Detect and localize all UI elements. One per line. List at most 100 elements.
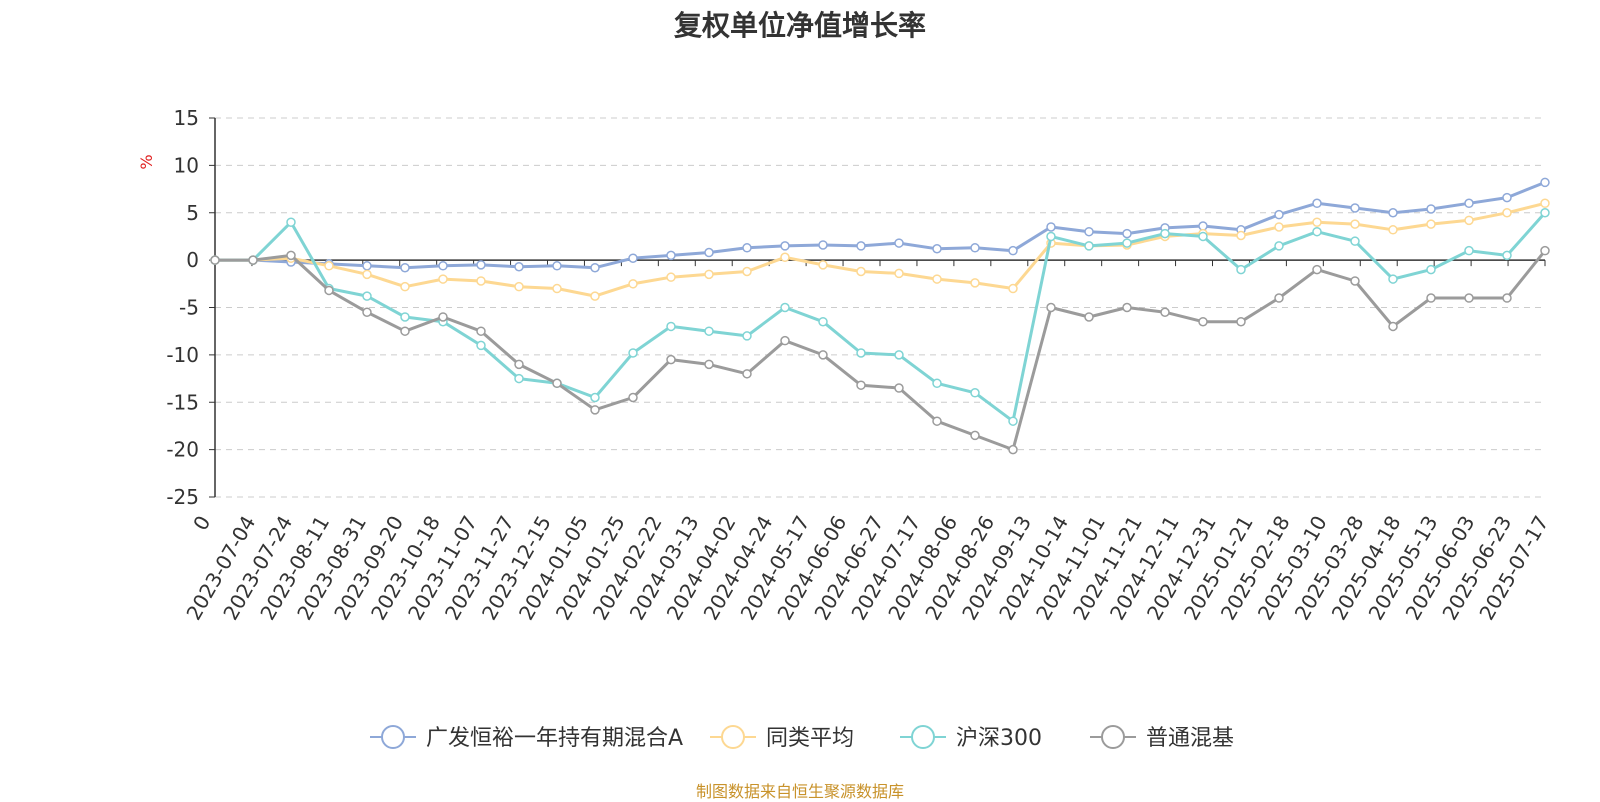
data-point (628, 392, 638, 403)
data-point (1236, 230, 1246, 241)
data-point (1084, 226, 1094, 237)
data-point (1084, 312, 1094, 322)
data-point (780, 335, 790, 346)
data-point (780, 241, 790, 251)
data-point (1008, 416, 1018, 426)
data-point (552, 378, 562, 389)
data-point (1540, 208, 1550, 218)
data-point (324, 285, 334, 296)
data-point (856, 348, 866, 358)
legend-item-3: 普通混基 (1090, 725, 1234, 751)
data-point (1198, 221, 1208, 231)
data-point (742, 266, 752, 277)
data-point (1426, 293, 1436, 303)
data-point (1464, 198, 1474, 209)
data-point (894, 383, 904, 393)
data-point (818, 316, 828, 327)
data-point (552, 283, 562, 294)
data-point (1426, 204, 1436, 214)
legend-swatch-marker (381, 725, 405, 749)
data-point (590, 405, 600, 415)
data-point (780, 252, 790, 263)
data-point (1274, 222, 1284, 232)
data-point (590, 392, 600, 403)
data-point (1350, 276, 1360, 286)
data-point (476, 260, 486, 270)
y-tick-label: 15 (174, 106, 199, 130)
data-point (324, 261, 334, 271)
data-point (400, 281, 410, 292)
data-point (1502, 192, 1512, 203)
data-point (932, 416, 942, 426)
data-point (1388, 225, 1398, 235)
data-point (666, 250, 676, 261)
data-point (1426, 264, 1436, 275)
data-point (818, 240, 828, 250)
data-point (856, 380, 866, 390)
data-point (590, 262, 600, 273)
series-line (215, 201, 1546, 298)
data-point (1122, 228, 1132, 239)
data-point (400, 326, 410, 336)
data-point (1388, 274, 1398, 284)
data-point (1160, 307, 1170, 317)
data-point (514, 262, 524, 272)
data-point (932, 378, 942, 389)
legend-label: 广发恒裕一年持有期混合A (426, 726, 683, 751)
data-point (666, 354, 676, 365)
y-tick-label: 5 (186, 201, 199, 225)
legend-label: 沪深300 (956, 726, 1042, 751)
series-3 (210, 245, 1550, 455)
data-point (1236, 316, 1246, 327)
data-point (970, 430, 980, 441)
y-tick-label: -25 (166, 485, 199, 509)
data-point (970, 388, 980, 398)
data-source-note: 制图数据来自恒生聚源数据库 (695, 782, 904, 801)
data-point (1350, 203, 1360, 213)
series-0 (210, 177, 1550, 273)
data-point (400, 262, 410, 273)
chart-title: 复权单位净值增长率 (673, 9, 926, 42)
series-2 (210, 208, 1550, 426)
data-point (552, 261, 562, 271)
legend-swatch-marker (721, 725, 745, 749)
data-point (894, 238, 904, 248)
data-point (1198, 316, 1208, 327)
x-tick-label: 0 (188, 512, 215, 535)
data-point (628, 348, 638, 358)
data-point (704, 326, 714, 336)
data-point (400, 312, 410, 322)
data-point (1540, 245, 1550, 256)
data-point (742, 243, 752, 253)
data-point (932, 244, 942, 254)
data-point (1502, 250, 1512, 261)
data-point (1046, 231, 1056, 242)
data-point (818, 350, 828, 360)
data-point (1388, 208, 1398, 218)
data-point (856, 241, 866, 251)
data-point (362, 261, 372, 271)
data-point (704, 359, 714, 370)
data-point (1084, 241, 1094, 251)
y-tick-label: -15 (166, 390, 199, 414)
data-point (1540, 177, 1550, 188)
data-point (476, 340, 486, 351)
data-point (1008, 245, 1018, 256)
data-point (666, 272, 676, 282)
data-point (1008, 444, 1018, 455)
series-line (215, 249, 1547, 452)
legend-label: 同类平均 (766, 726, 854, 751)
data-point (476, 276, 486, 286)
data-point (1502, 208, 1512, 218)
data-point (1464, 245, 1474, 256)
data-point (1236, 264, 1246, 275)
data-point (1008, 283, 1018, 294)
data-point (438, 261, 448, 271)
legend: 广发恒裕一年持有期混合A 同类平均 沪深300 普通混基 (370, 725, 1234, 751)
data-point (1350, 219, 1360, 229)
series-lines (210, 177, 1550, 455)
data-point (362, 307, 372, 317)
y-tick-label: -5 (179, 296, 199, 320)
data-point (1274, 241, 1284, 251)
y-axis-unit: % (137, 154, 156, 169)
